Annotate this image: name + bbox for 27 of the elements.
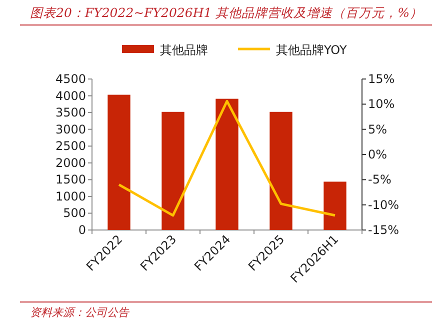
y-tick-label: 4000 xyxy=(55,88,86,103)
y-tick-label: 0 xyxy=(78,223,86,237)
y2-tick-label: 0% xyxy=(368,148,388,162)
y2-tick-label: 5% xyxy=(368,122,388,136)
text: 资料来源：公司公告 xyxy=(30,306,130,319)
legend-label: 其他品牌 xyxy=(160,43,208,57)
y-tick-label: 1500 xyxy=(55,172,86,187)
bar xyxy=(324,182,346,230)
bar xyxy=(108,94,130,230)
y-tick-label: 3500 xyxy=(55,106,86,120)
y-tick-label: 2500 xyxy=(55,139,86,154)
chart-title: 图表20：FY2022~FY2026H1 其他品牌营收及增速（百万元，%） xyxy=(30,5,423,20)
y2-tick-label: 10% xyxy=(368,97,395,112)
y2-tick-label: 15% xyxy=(368,72,395,86)
y-tick-label: 500 xyxy=(63,206,86,220)
bar xyxy=(216,98,238,230)
y2-tick-label: -5% xyxy=(368,172,392,187)
bar xyxy=(162,112,184,230)
y-tick-label: 1000 xyxy=(55,189,86,204)
bar xyxy=(270,112,292,230)
legend-label: 其他品牌YOY xyxy=(276,43,348,57)
y-tick-label: 3000 xyxy=(55,122,86,136)
y2-tick-label: -15% xyxy=(368,223,400,237)
line-series xyxy=(118,100,336,217)
y-tick-label: 2000 xyxy=(55,156,86,170)
y-tick-label: 4500 xyxy=(55,72,86,86)
y2-tick-label: -10% xyxy=(368,198,400,212)
